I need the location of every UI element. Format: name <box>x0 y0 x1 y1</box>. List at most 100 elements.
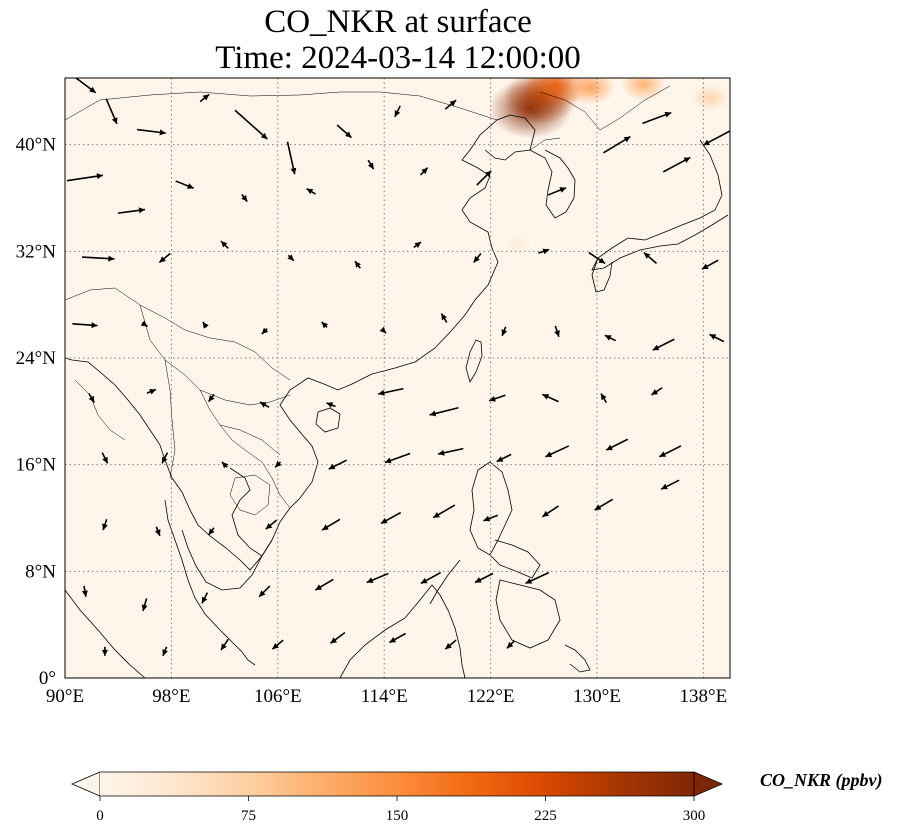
wind-arrow <box>367 159 375 170</box>
wind-arrow <box>161 452 169 464</box>
wind-arrow <box>643 251 658 265</box>
wind-arrow <box>207 393 215 403</box>
wind-arrow <box>326 402 336 408</box>
wind-arrow <box>651 387 663 396</box>
lon-tick-label: 122°E <box>467 686 515 707</box>
sumatra-coastline <box>65 589 146 678</box>
wind-arrow <box>545 445 570 458</box>
wind-arrow <box>241 193 248 203</box>
wind-arrow <box>384 452 411 464</box>
hainan-coastline <box>315 407 341 433</box>
wind-arrow <box>366 572 389 584</box>
wind-arrow <box>336 124 353 139</box>
co-hotspot <box>503 234 531 255</box>
wind-arrow <box>603 135 631 154</box>
wind-arrow <box>261 327 269 335</box>
korea-coastline <box>529 149 576 219</box>
wind-arrow <box>287 254 295 262</box>
indochina-coastline <box>65 357 273 571</box>
wind-arrow <box>234 109 268 140</box>
wind-arrow <box>413 241 422 249</box>
wind-arrow <box>394 105 401 118</box>
wind-arrow <box>604 334 617 342</box>
wind-arrow <box>321 321 329 329</box>
map-title: CO_NKR at surface <box>264 4 532 40</box>
wind-arrow <box>158 252 171 264</box>
wind-arrow <box>378 387 404 396</box>
wind-arrow <box>221 461 229 469</box>
co-hotspot <box>583 268 611 288</box>
kyushu-coastline <box>591 257 613 293</box>
colorbar-tick-label: 150 <box>386 808 409 824</box>
wind-arrow <box>154 526 161 537</box>
gulf-of-thailand <box>181 529 263 591</box>
colorbar-tick-label: 225 <box>534 808 557 824</box>
wind-arrow <box>220 638 229 651</box>
colorbar-max-extension <box>693 771 724 797</box>
wind-arrow <box>101 452 109 464</box>
wind-arrow <box>542 393 559 403</box>
wind-arrow <box>525 571 550 585</box>
wind-arrow <box>437 447 464 456</box>
wind-arrow <box>140 320 148 328</box>
wind-arrow <box>72 322 98 329</box>
wind-arrow <box>594 498 614 511</box>
wind-arrow <box>642 111 672 125</box>
lon-tick-label: 114°E <box>361 686 408 707</box>
wind-arrow <box>117 207 146 214</box>
wind-arrow <box>379 326 387 334</box>
wind-arrow <box>74 78 97 94</box>
lon-tick-label: 130°E <box>573 686 621 707</box>
country-borders <box>65 85 671 516</box>
malay-peninsula <box>164 499 256 666</box>
lat-tick-label: 24°N <box>16 348 57 369</box>
wind-arrow <box>329 631 346 645</box>
wind-vectors <box>66 78 730 657</box>
palawan-coastline <box>429 559 461 605</box>
wind-arrow <box>701 259 719 270</box>
wind-arrow <box>162 646 168 657</box>
wind-arrow <box>547 186 567 196</box>
wind-arrow <box>554 325 560 337</box>
map-frame <box>64 77 731 679</box>
co-hotspot <box>691 84 729 112</box>
wind-arrow <box>444 99 457 110</box>
wind-arrow <box>483 514 499 522</box>
co-hotspot <box>621 78 667 101</box>
japan-coastline <box>591 139 729 271</box>
co-hotspot <box>565 78 615 105</box>
lat-tick-label: 0° <box>39 668 56 689</box>
wind-arrow <box>702 130 730 146</box>
lon-tick-label: 98°E <box>152 686 190 707</box>
wind-arrow <box>429 406 459 417</box>
wind-arrow <box>102 519 108 531</box>
wind-arrow <box>146 388 157 395</box>
wind-arrow <box>66 173 104 182</box>
wind-arrow <box>380 511 402 525</box>
lat-tick-label: 40°N <box>16 135 57 156</box>
wind-arrow <box>506 640 515 649</box>
wind-arrow <box>82 255 115 262</box>
wind-arrow <box>419 167 429 176</box>
wind-arrow <box>199 93 210 103</box>
wind-arrow <box>136 128 166 136</box>
wind-arrow <box>652 338 675 351</box>
colorbar-gradient <box>100 772 694 796</box>
wind-arrow <box>709 333 725 343</box>
taiwan-coastline <box>465 339 483 383</box>
wind-arrow <box>265 519 278 530</box>
colorbar-tick-label: 300 <box>683 808 706 824</box>
lat-tick-label: 16°N <box>16 455 57 476</box>
axis-tick-labels: 90°E 98°E 106°E 114°E 122°E 130°E 138°E 0° 8°N 16… <box>16 135 728 707</box>
wind-arrow <box>259 401 270 409</box>
colorbar-tick-label: 75 <box>241 808 256 824</box>
wind-arrow <box>274 461 282 468</box>
lon-tick-label: 138°E <box>680 686 728 707</box>
wind-arrow <box>658 445 682 458</box>
wind-arrow <box>432 504 456 519</box>
wind-arrow <box>306 187 316 195</box>
wind-arrow <box>476 170 492 186</box>
wind-arrow <box>201 592 209 604</box>
wind-arrow <box>588 251 606 265</box>
wind-arrow <box>444 639 457 650</box>
